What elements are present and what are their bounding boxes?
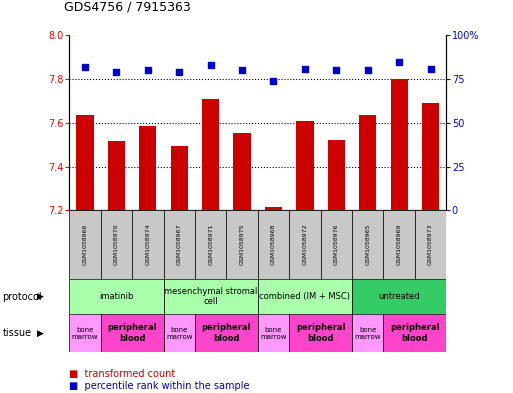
Bar xyxy=(415,210,446,279)
Bar xyxy=(265,207,282,210)
Text: GSM1058972: GSM1058972 xyxy=(303,224,307,265)
Text: untreated: untreated xyxy=(379,292,420,301)
Bar xyxy=(321,210,352,279)
Bar xyxy=(297,121,313,210)
Point xyxy=(207,62,215,68)
Text: GSM1058966: GSM1058966 xyxy=(83,224,87,265)
Bar xyxy=(258,314,289,352)
Point xyxy=(175,69,183,75)
Text: bone
marrow: bone marrow xyxy=(166,327,192,340)
Text: GSM1058971: GSM1058971 xyxy=(208,224,213,265)
Bar xyxy=(164,279,258,314)
Bar xyxy=(195,210,226,279)
Bar xyxy=(328,140,345,210)
Text: bone
marrow: bone marrow xyxy=(260,327,287,340)
Bar xyxy=(352,314,383,352)
Bar xyxy=(132,210,164,279)
Point xyxy=(269,78,278,84)
Text: GDS4756 / 7915363: GDS4756 / 7915363 xyxy=(64,1,191,14)
Text: bone
marrow: bone marrow xyxy=(354,327,381,340)
Bar xyxy=(258,210,289,279)
Text: GSM1058968: GSM1058968 xyxy=(271,224,276,265)
Bar xyxy=(108,141,125,210)
Text: GSM1058974: GSM1058974 xyxy=(145,224,150,265)
Point xyxy=(301,66,309,72)
Text: GSM1058970: GSM1058970 xyxy=(114,224,119,265)
Text: GSM1058965: GSM1058965 xyxy=(365,224,370,265)
Bar xyxy=(164,210,195,279)
Bar xyxy=(258,279,352,314)
Bar xyxy=(383,314,446,352)
Bar xyxy=(76,115,93,210)
Text: imatinib: imatinib xyxy=(99,292,133,301)
Text: ■  transformed count: ■ transformed count xyxy=(69,369,175,379)
Text: GSM1058976: GSM1058976 xyxy=(334,224,339,265)
Text: tissue: tissue xyxy=(3,328,32,338)
Point xyxy=(364,67,372,73)
Bar xyxy=(195,314,258,352)
Bar xyxy=(352,210,383,279)
Text: ▶: ▶ xyxy=(37,329,44,338)
Text: GSM1058975: GSM1058975 xyxy=(240,224,245,265)
Point xyxy=(238,67,246,73)
Bar xyxy=(164,314,195,352)
Bar xyxy=(69,210,101,279)
Text: peripheral
blood: peripheral blood xyxy=(202,323,251,343)
Point xyxy=(395,59,403,65)
Text: combined (IM + MSC): combined (IM + MSC) xyxy=(260,292,350,301)
Bar xyxy=(383,210,415,279)
Text: peripheral
blood: peripheral blood xyxy=(107,323,157,343)
Text: mesenchymal stromal
cell: mesenchymal stromal cell xyxy=(164,287,258,307)
Bar xyxy=(69,314,101,352)
Bar xyxy=(289,314,352,352)
Text: bone
marrow: bone marrow xyxy=(72,327,98,340)
Bar xyxy=(226,210,258,279)
Text: peripheral
blood: peripheral blood xyxy=(390,323,440,343)
Text: GSM1058969: GSM1058969 xyxy=(397,224,402,265)
Text: GSM1058973: GSM1058973 xyxy=(428,224,433,265)
Bar xyxy=(202,99,219,210)
Point xyxy=(426,66,435,72)
Bar xyxy=(390,79,408,210)
Bar xyxy=(359,115,377,210)
Bar xyxy=(289,210,321,279)
Text: GSM1058967: GSM1058967 xyxy=(177,224,182,265)
Point xyxy=(112,69,121,75)
Text: ▶: ▶ xyxy=(37,292,44,301)
Text: protocol: protocol xyxy=(3,292,42,302)
Text: ■  percentile rank within the sample: ■ percentile rank within the sample xyxy=(69,381,250,391)
Bar xyxy=(352,279,446,314)
Bar xyxy=(101,210,132,279)
Point xyxy=(144,67,152,73)
Bar xyxy=(233,133,251,210)
Bar xyxy=(101,314,164,352)
Point xyxy=(332,67,341,73)
Bar xyxy=(139,126,156,210)
Bar xyxy=(422,103,439,210)
Text: peripheral
blood: peripheral blood xyxy=(296,323,345,343)
Bar xyxy=(69,279,164,314)
Point xyxy=(81,64,89,70)
Bar xyxy=(171,146,188,210)
